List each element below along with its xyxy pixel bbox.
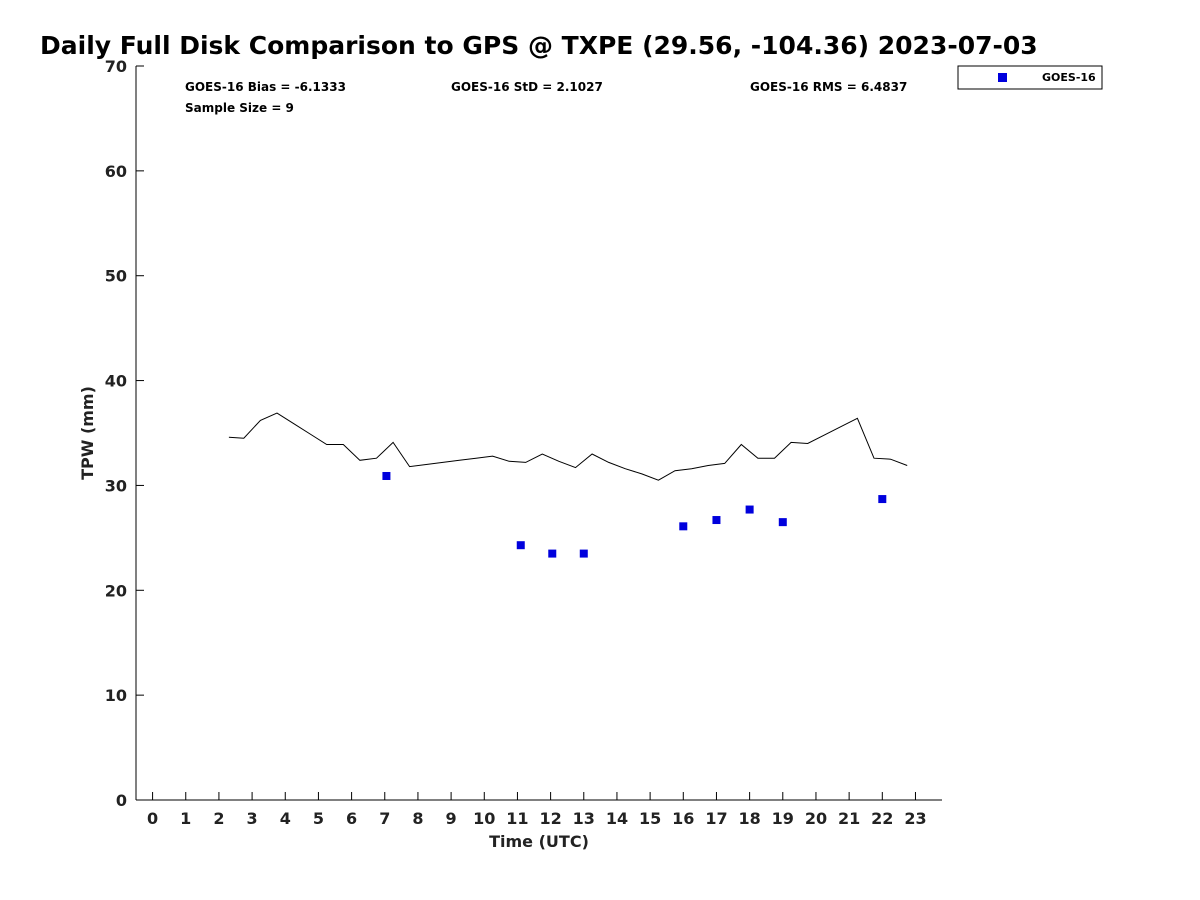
annotation-bias: GOES-16 Bias = -6.1333 <box>185 80 346 94</box>
legend-label-goes16: GOES-16 <box>1042 71 1096 84</box>
x-tick-label: 14 <box>606 809 628 828</box>
legend-marker-goes16 <box>998 73 1007 82</box>
annotation-std: GOES-16 StD = 2.1027 <box>451 80 603 94</box>
x-tick-label: 23 <box>904 809 926 828</box>
goes16-point <box>382 471 391 480</box>
x-tick-label: 16 <box>672 809 694 828</box>
x-tick-label: 3 <box>247 809 258 828</box>
x-tick-label: 1 <box>180 809 191 828</box>
legend-box <box>957 65 1103 90</box>
goes16-point <box>878 495 887 504</box>
x-ticks: 0 1 2 3 4 5 6 7 8 9 10 11 12 13 14 15 16 17 18 19 20 21 22 23 <box>147 792 927 828</box>
x-tick-label: 5 <box>313 809 324 828</box>
y-tick-label: 10 <box>105 686 127 705</box>
goes16-point <box>778 518 787 527</box>
y-tick-label: 20 <box>105 581 127 600</box>
x-tick-label: 21 <box>838 809 860 828</box>
y-tick-label: 50 <box>105 267 127 286</box>
y-tick-label: 0 <box>116 791 127 810</box>
y-axis-label: TPW (mm) <box>78 386 97 480</box>
annotation-sample-size: Sample Size = 9 <box>185 101 294 115</box>
x-axis-label: Time (UTC) <box>489 832 589 851</box>
chart-title: Daily Full Disk Comparison to GPS @ TXPE… <box>40 31 1038 60</box>
goes16-point <box>579 549 588 558</box>
x-tick-label: 7 <box>379 809 390 828</box>
x-tick-label: 15 <box>639 809 661 828</box>
x-tick-label: 13 <box>573 809 595 828</box>
x-tick-label: 12 <box>539 809 561 828</box>
x-tick-label: 17 <box>705 809 727 828</box>
goes16-point <box>548 549 557 558</box>
x-tick-label: 18 <box>738 809 760 828</box>
goes16-scatter-series <box>382 471 887 558</box>
x-tick-label: 11 <box>506 809 528 828</box>
y-tick-label: 60 <box>105 162 127 181</box>
x-tick-label: 20 <box>805 809 827 828</box>
gps-line-series <box>228 412 908 481</box>
x-tick-label: 22 <box>871 809 893 828</box>
x-tick-label: 9 <box>446 809 457 828</box>
y-tick-label: 30 <box>105 476 127 495</box>
x-tick-label: 8 <box>412 809 423 828</box>
goes16-point <box>712 516 721 525</box>
gps-tpw-line <box>228 412 908 481</box>
legend: GOES-16 <box>957 65 1103 90</box>
y-tick-label: 70 <box>105 57 127 76</box>
goes16-point <box>745 505 754 514</box>
x-tick-label: 10 <box>473 809 495 828</box>
annotation-rms: GOES-16 RMS = 6.4837 <box>750 80 907 94</box>
x-tick-label: 0 <box>147 809 158 828</box>
x-tick-label: 19 <box>772 809 794 828</box>
goes16-point <box>679 522 688 531</box>
goes16-point <box>516 541 525 550</box>
x-tick-label: 6 <box>346 809 357 828</box>
x-tick-label: 2 <box>213 809 224 828</box>
y-ticks: 0 10 20 30 40 50 60 70 <box>105 57 144 810</box>
y-tick-label: 40 <box>105 372 127 391</box>
x-tick-label: 4 <box>280 809 291 828</box>
